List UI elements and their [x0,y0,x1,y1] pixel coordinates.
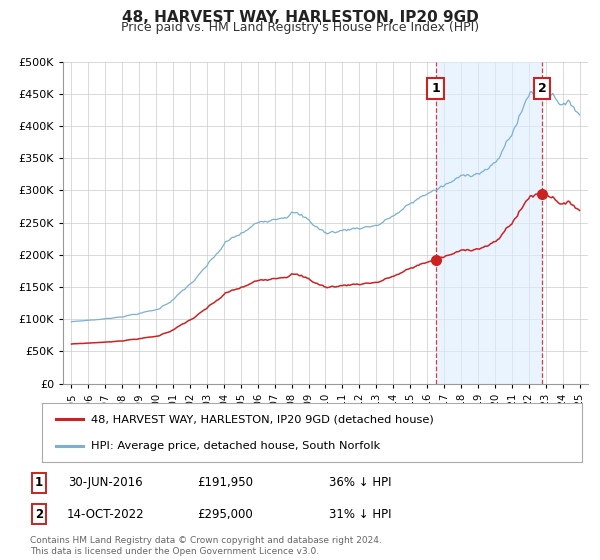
Text: Contains HM Land Registry data © Crown copyright and database right 2024.
This d: Contains HM Land Registry data © Crown c… [30,536,382,556]
Text: 48, HARVEST WAY, HARLESTON, IP20 9GD: 48, HARVEST WAY, HARLESTON, IP20 9GD [122,10,478,25]
Text: 14-OCT-2022: 14-OCT-2022 [66,507,144,521]
Text: £295,000: £295,000 [197,507,253,521]
Text: £191,950: £191,950 [197,476,253,489]
Text: 2: 2 [538,82,547,95]
Text: 48, HARVEST WAY, HARLESTON, IP20 9GD (detached house): 48, HARVEST WAY, HARLESTON, IP20 9GD (de… [91,414,433,424]
Text: 36% ↓ HPI: 36% ↓ HPI [329,476,391,489]
Text: 1: 1 [35,476,43,489]
Text: 31% ↓ HPI: 31% ↓ HPI [329,507,391,521]
Text: 2: 2 [35,507,43,521]
Text: 1: 1 [431,82,440,95]
Text: 30-JUN-2016: 30-JUN-2016 [68,476,142,489]
Text: HPI: Average price, detached house, South Norfolk: HPI: Average price, detached house, Sout… [91,441,380,451]
Text: Price paid vs. HM Land Registry's House Price Index (HPI): Price paid vs. HM Land Registry's House … [121,21,479,34]
